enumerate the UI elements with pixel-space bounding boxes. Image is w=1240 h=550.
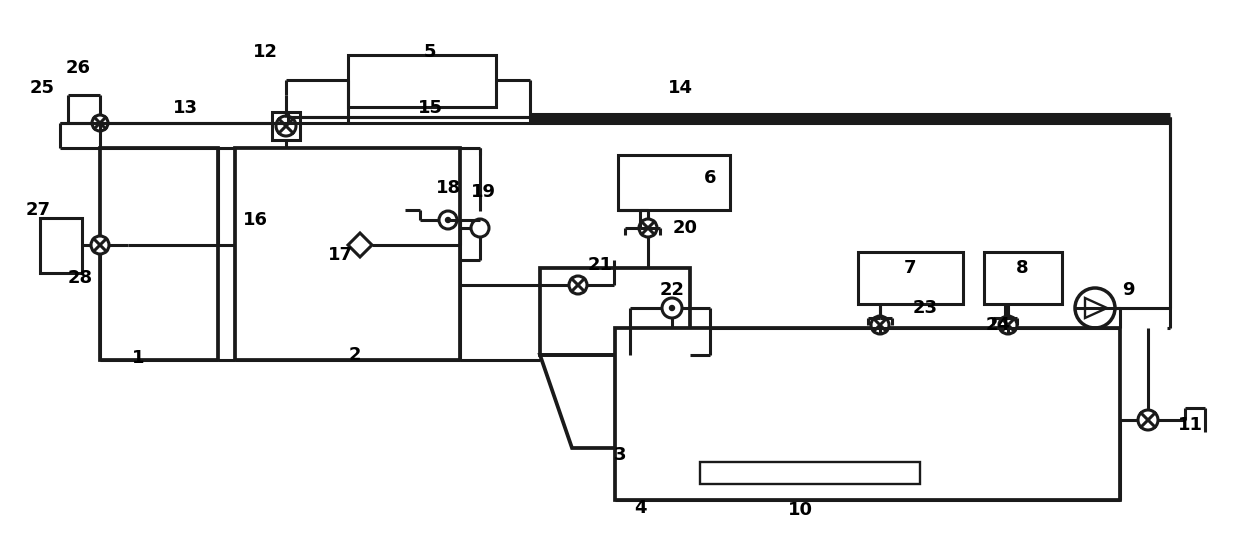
Text: 17: 17 [327, 246, 352, 264]
Bar [618, 155, 730, 210]
Text: 22: 22 [660, 281, 684, 299]
Bar [985, 252, 1061, 304]
Text: 7: 7 [904, 259, 916, 277]
Bar [348, 55, 496, 107]
Text: 11: 11 [1178, 416, 1203, 434]
Text: 21: 21 [588, 256, 613, 274]
Circle shape [639, 219, 657, 237]
Circle shape [662, 298, 682, 318]
Circle shape [445, 217, 450, 223]
Text: 18: 18 [435, 179, 460, 197]
Text: 4: 4 [634, 499, 646, 517]
Bar [100, 148, 218, 360]
Text: 19: 19 [470, 183, 496, 201]
Text: 25: 25 [30, 79, 55, 97]
Text: 10: 10 [787, 501, 812, 519]
Circle shape [277, 116, 296, 136]
Bar [615, 328, 1120, 500]
Bar [701, 462, 920, 484]
Circle shape [1075, 288, 1115, 328]
Bar [40, 218, 82, 273]
Text: 13: 13 [172, 99, 197, 117]
Text: 24: 24 [986, 316, 1011, 334]
Text: 27: 27 [26, 201, 51, 219]
Text: 2: 2 [348, 346, 361, 364]
Text: 28: 28 [67, 269, 93, 287]
Circle shape [670, 305, 675, 311]
Circle shape [91, 236, 109, 254]
Text: 16: 16 [243, 211, 268, 229]
Circle shape [569, 276, 587, 294]
Circle shape [471, 219, 489, 237]
Text: 20: 20 [672, 219, 697, 237]
Text: 23: 23 [913, 299, 937, 317]
Circle shape [1138, 410, 1158, 430]
Circle shape [999, 316, 1017, 334]
Circle shape [870, 316, 889, 334]
Bar [539, 268, 689, 355]
Circle shape [92, 115, 108, 131]
Bar [236, 148, 460, 360]
Bar [272, 112, 300, 140]
Text: 6: 6 [704, 169, 717, 187]
Text: 8: 8 [1016, 259, 1028, 277]
Bar [858, 252, 963, 304]
Text: 9: 9 [1122, 281, 1135, 299]
Text: 12: 12 [253, 43, 278, 61]
Text: 26: 26 [66, 59, 91, 77]
Circle shape [439, 211, 458, 229]
Text: 1: 1 [131, 349, 144, 367]
Text: 14: 14 [667, 79, 692, 97]
Text: 15: 15 [418, 99, 443, 117]
Text: 5: 5 [424, 43, 436, 61]
Text: 3: 3 [614, 446, 626, 464]
